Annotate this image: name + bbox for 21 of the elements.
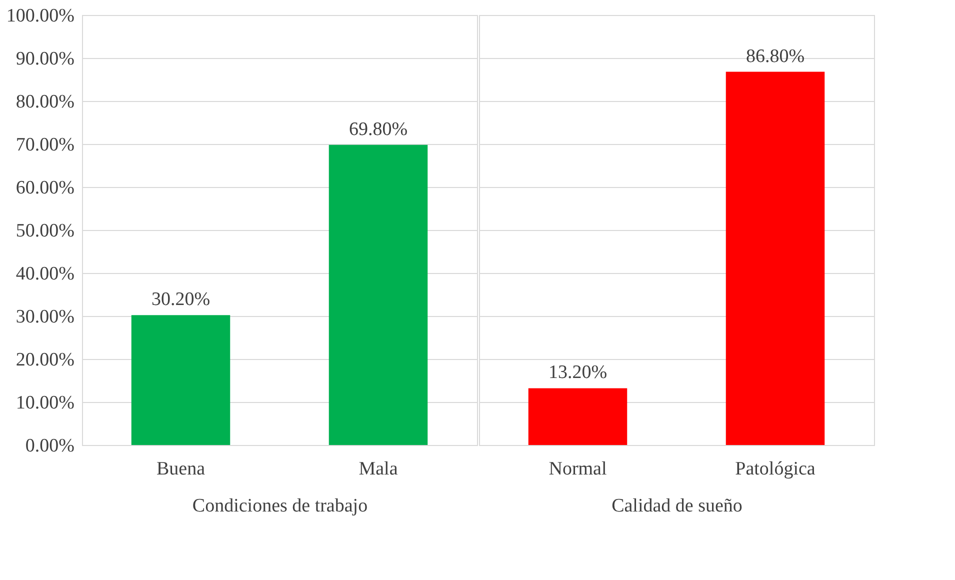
y-tick-label: 30.00% [16,306,75,328]
y-tick-label: 60.00% [16,178,75,198]
y-tick-label: 70.00% [16,134,75,156]
data-label: 30.20% [151,289,210,310]
data-label: 13.20% [548,362,608,384]
x-tick-label: Buena [156,458,206,480]
y-tick-label: 90.00% [16,48,75,70]
x-tick-label: Mala [358,458,398,480]
x-axis-title: Condiciones de trabajo [192,496,368,516]
x-tick-label: Normal [548,458,607,480]
y-tick-label: 80.00% [16,92,75,112]
x-axis-title: Calidad de sueño [612,496,742,516]
y-tick-label: 10.00% [16,392,75,414]
y-tick-label: 50.00% [16,220,75,242]
y-tick-label: 100.00% [6,6,75,26]
data-label: 86.80% [746,46,805,67]
y-tick-label: 0.00% [25,436,75,456]
x-tick-label: Patológica [735,458,816,480]
data-label: 69.80% [348,118,408,140]
y-tick-label: 20.00% [16,350,75,370]
y-tick-label: 40.00% [16,264,75,284]
